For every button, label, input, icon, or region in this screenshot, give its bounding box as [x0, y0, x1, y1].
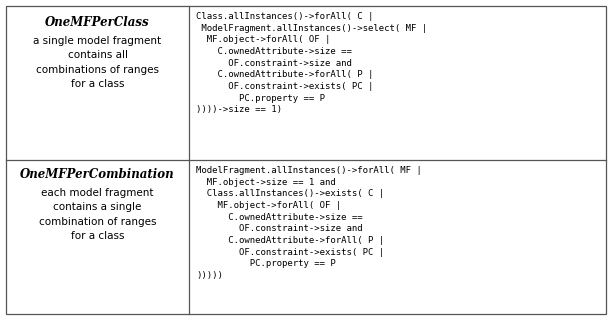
Text: ModelFragment.allInstances()->forAll( MF |
  MF.object->size == 1 and
  Class.al: ModelFragment.allInstances()->forAll( MF… — [196, 166, 422, 280]
Text: a single model fragment
contains all
combinations of ranges
for a class: a single model fragment contains all com… — [34, 36, 162, 89]
Text: OneMFPerClass: OneMFPerClass — [45, 16, 150, 29]
Text: each model fragment
contains a single
combination of ranges
for a class: each model fragment contains a single co… — [39, 188, 156, 241]
Text: Class.allInstances()->forAll( C |
 ModelFragment.allInstances()->select( MF |
  : Class.allInstances()->forAll( C | ModelF… — [196, 12, 427, 114]
Text: OneMFPerCombination: OneMFPerCombination — [20, 168, 175, 181]
